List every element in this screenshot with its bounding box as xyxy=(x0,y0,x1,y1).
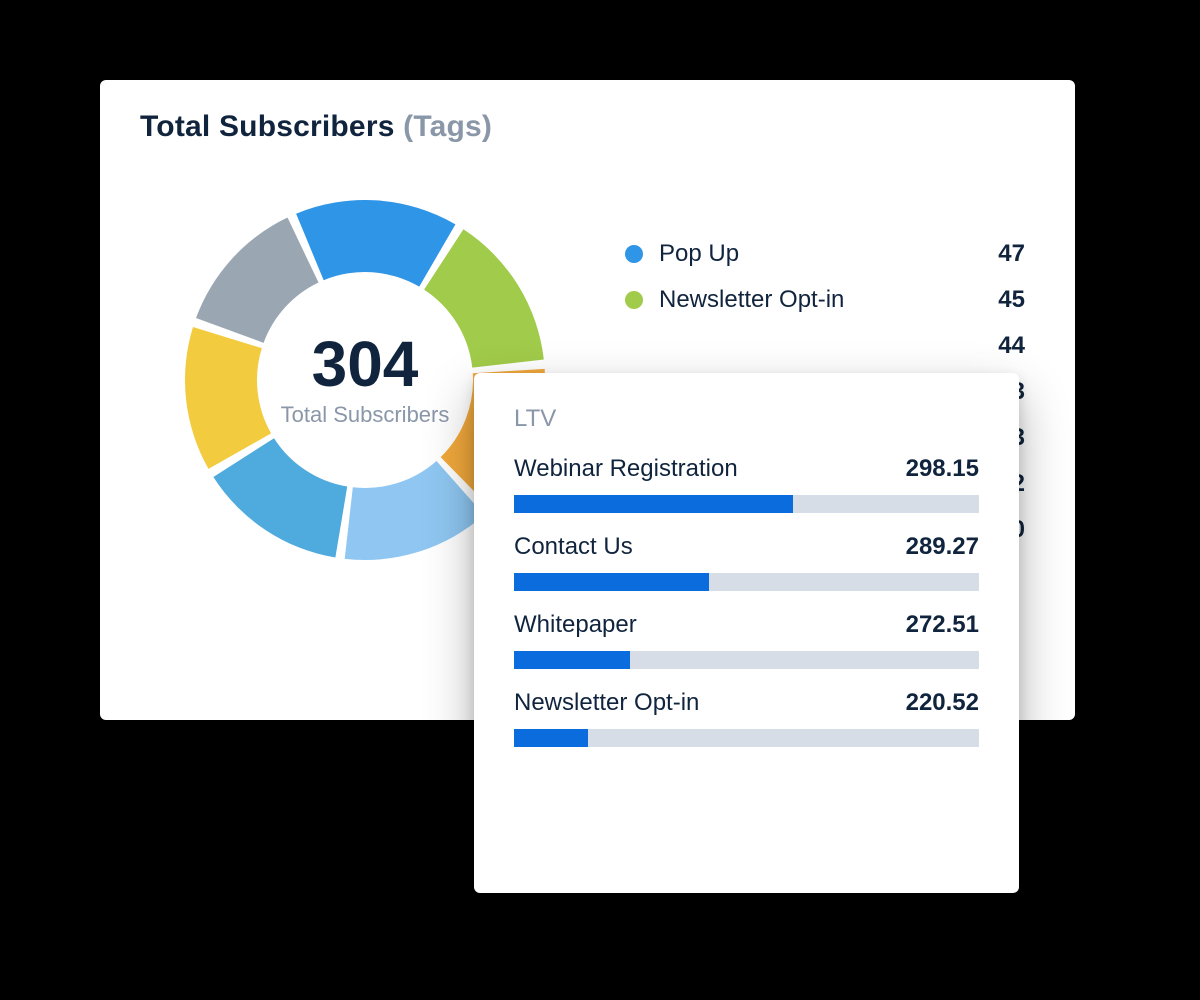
donut-slice xyxy=(196,218,319,343)
stage: Total Subscribers (Tags) 304 Total Subsc… xyxy=(0,0,1200,1000)
donut-slice xyxy=(213,438,347,557)
legend-row: Newsletter Opt-in 45 xyxy=(625,286,1025,314)
ltv-bar-fill xyxy=(514,651,630,669)
legend-row: 44 xyxy=(625,332,1025,360)
ltv-bar-track xyxy=(514,651,979,669)
ltv-item-head: Webinar Registration 298.15 xyxy=(514,455,979,483)
card-title-sub: (Tags) xyxy=(403,110,492,143)
card-title-main: Total Subscribers xyxy=(140,110,395,143)
legend-label: Newsletter Opt-in xyxy=(659,286,844,314)
ltv-list: Webinar Registration 298.15 Contact Us 289.… xyxy=(514,455,979,747)
card-title: Total Subscribers (Tags) xyxy=(140,110,492,144)
legend-dot-icon xyxy=(625,245,643,263)
ltv-item-value: 272.51 xyxy=(906,611,979,639)
legend-value: 45 xyxy=(998,286,1025,314)
donut-slice xyxy=(185,327,271,469)
ltv-item-label: Whitepaper xyxy=(514,611,637,639)
ltv-item: Contact Us 289.27 xyxy=(514,533,979,591)
ltv-item-label: Newsletter Opt-in xyxy=(514,689,699,717)
ltv-item-value: 298.15 xyxy=(906,455,979,483)
ltv-item-value: 289.27 xyxy=(906,533,979,561)
legend-dot-icon xyxy=(625,291,643,309)
ltv-title: LTV xyxy=(514,405,979,433)
ltv-bar-fill xyxy=(514,573,709,591)
ltv-item-label: Contact Us xyxy=(514,533,633,561)
donut-slice xyxy=(296,200,455,287)
ltv-bar-track xyxy=(514,573,979,591)
ltv-item-head: Whitepaper 272.51 xyxy=(514,611,979,639)
ltv-item: Webinar Registration 298.15 xyxy=(514,455,979,513)
legend-row: Pop Up 47 xyxy=(625,240,1025,268)
donut-slice xyxy=(424,229,544,367)
ltv-bar-fill xyxy=(514,729,588,747)
ltv-item-value: 220.52 xyxy=(906,689,979,717)
legend-left: Pop Up xyxy=(625,240,739,268)
legend-value: 47 xyxy=(998,240,1025,268)
ltv-bar-track xyxy=(514,495,979,513)
legend-left: Newsletter Opt-in xyxy=(625,286,844,314)
ltv-item: Newsletter Opt-in 220.52 xyxy=(514,689,979,747)
ltv-bar-track xyxy=(514,729,979,747)
ltv-card: LTV Webinar Registration 298.15 Contact Us… xyxy=(474,373,1019,893)
ltv-item-head: Contact Us 289.27 xyxy=(514,533,979,561)
legend-label: Pop Up xyxy=(659,240,739,268)
ltv-item: Whitepaper 272.51 xyxy=(514,611,979,669)
ltv-item-label: Webinar Registration xyxy=(514,455,738,483)
ltv-item-head: Newsletter Opt-in 220.52 xyxy=(514,689,979,717)
legend-value: 44 xyxy=(998,332,1025,360)
ltv-bar-fill xyxy=(514,495,793,513)
